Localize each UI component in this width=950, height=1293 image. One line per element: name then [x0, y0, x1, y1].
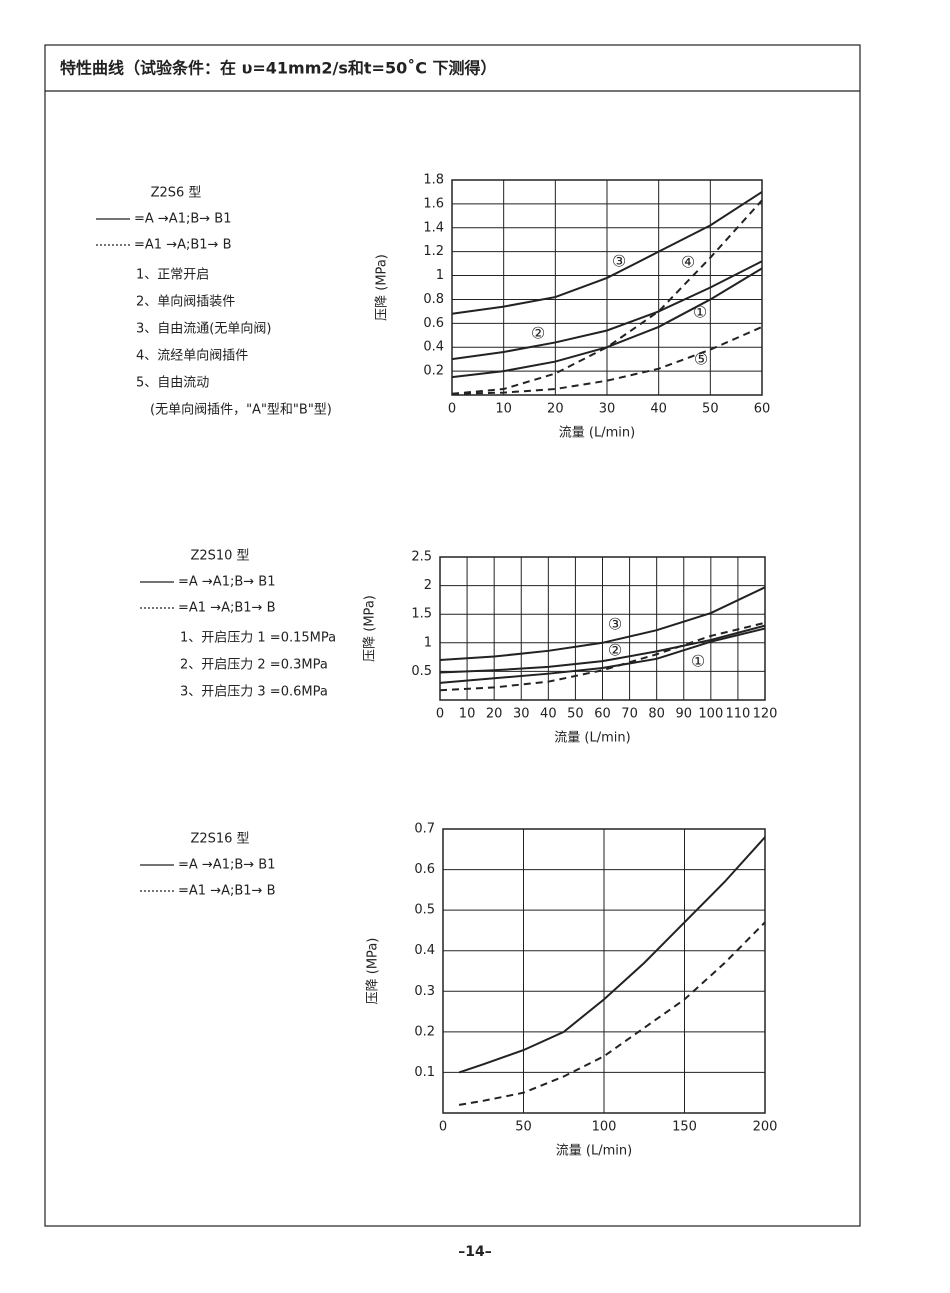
x-tick-label: 150	[672, 1120, 697, 1135]
y-tick-label: 0.6	[423, 316, 444, 331]
x-tick-label: 30	[599, 402, 616, 417]
x-tick-label: 20	[547, 402, 564, 417]
x-tick-label: 100	[592, 1120, 617, 1135]
y-tick-label: 2	[424, 578, 432, 593]
series-label: ①	[693, 303, 707, 322]
x-tick-label: 0	[439, 1120, 447, 1135]
y-tick-label: 0.3	[414, 984, 435, 999]
x-tick-label: 120	[753, 707, 778, 722]
y-tick-label: 0.4	[423, 340, 444, 355]
y-axis-label: 压降 (MPa)	[366, 938, 381, 1005]
model-label: Z2S6 型	[151, 186, 202, 201]
x-tick-label: 80	[648, 707, 665, 722]
x-tick-label: 10	[495, 402, 512, 417]
note: 1、开启压力 1 =0.15MPa	[180, 631, 336, 646]
x-tick-label: 40	[540, 707, 557, 722]
note: 2、开启压力 2 =0.3MPa	[180, 658, 328, 673]
x-tick-label: 50	[702, 402, 719, 417]
note: (无单向阀插件，"A"型和"B"型)	[150, 402, 332, 418]
y-tick-label: 1.2	[423, 244, 444, 259]
y-tick-label: 0.5	[411, 664, 432, 679]
data-line	[451, 191, 763, 315]
x-tick-label: 60	[594, 707, 611, 722]
y-tick-label: 2.5	[411, 550, 432, 565]
data-line	[451, 326, 763, 395]
legend-label: =A1 →A;B1→ B	[178, 884, 276, 899]
data-line	[458, 921, 766, 1106]
y-tick-label: 0.8	[423, 292, 444, 307]
x-tick-label: 110	[726, 707, 751, 722]
y-tick-label: 0.7	[414, 822, 435, 837]
model-label: Z2S10 型	[190, 549, 249, 564]
x-tick-label: 0	[448, 402, 456, 417]
y-tick-label: 0.4	[414, 943, 435, 958]
legend-label: =A →A1;B→ B1	[178, 575, 276, 590]
y-tick-label: 0.1	[414, 1065, 435, 1080]
x-tick-label: 200	[753, 1120, 778, 1135]
note: 5、自由流动	[136, 376, 209, 391]
y-tick-label: 1	[436, 268, 444, 283]
series-label: ③	[612, 252, 626, 271]
y-tick-label: 0.6	[414, 862, 435, 877]
legend-label: =A →A1;B→ B1	[178, 858, 276, 873]
x-tick-label: 40	[650, 402, 667, 417]
x-tick-label: 0	[436, 707, 444, 722]
series-label: ④	[681, 253, 695, 272]
x-tick-label: 100	[698, 707, 723, 722]
note: 2、单向阀插装件	[136, 294, 235, 310]
legend-label: =A1 →A;B1→ B	[134, 238, 232, 253]
series-label: ⑤	[694, 350, 708, 369]
data-line	[439, 586, 766, 661]
note: 3、自由流通(无单向阀)	[136, 321, 271, 337]
legend-label: =A1 →A;B1→ B	[178, 601, 276, 616]
series-label: ②	[608, 641, 622, 660]
y-axis-label: 压降 (MPa)	[375, 254, 390, 321]
data-line	[451, 267, 763, 379]
data-line	[451, 199, 763, 395]
y-tick-label: 1.5	[411, 607, 432, 622]
y-tick-label: 1.4	[423, 220, 444, 235]
y-tick-label: 1.6	[423, 196, 444, 211]
x-tick-label: 30	[513, 707, 530, 722]
legend-label: =A →A1;B→ B1	[134, 212, 232, 227]
data-line	[439, 624, 766, 674]
y-tick-label: 1	[424, 635, 432, 650]
x-axis-label: 流量 (L/min)	[559, 426, 635, 441]
data-line	[451, 260, 763, 361]
x-axis-label: 流量 (L/min)	[554, 731, 630, 746]
x-tick-label: 70	[621, 707, 638, 722]
series-label: ①	[691, 652, 705, 671]
data-line	[458, 836, 766, 1074]
y-tick-label: 0.2	[414, 1024, 435, 1039]
y-tick-label: 0.2	[423, 364, 444, 379]
note: 1、正常开启	[136, 268, 209, 283]
model-label: Z2S16 型	[190, 832, 249, 847]
y-axis-label: 压降 (MPa)	[363, 595, 378, 662]
page-number: –14–	[458, 1244, 491, 1260]
x-tick-label: 20	[486, 707, 503, 722]
data-line	[439, 621, 766, 692]
data-line	[439, 627, 766, 684]
x-tick-label: 10	[459, 707, 476, 722]
x-axis-label: 流量 (L/min)	[556, 1144, 632, 1159]
frame	[44, 44, 861, 1227]
x-tick-label: 50	[567, 707, 584, 722]
y-tick-label: 0.5	[414, 903, 435, 918]
x-tick-label: 90	[675, 707, 692, 722]
note: 3、开启压力 3 =0.6MPa	[180, 685, 328, 700]
note: 4、流经单向阀插件	[136, 348, 248, 364]
y-tick-label: 1.8	[423, 173, 444, 188]
x-tick-label: 60	[754, 402, 771, 417]
series-label: ③	[608, 615, 622, 634]
x-tick-label: 50	[515, 1120, 532, 1135]
header-title: 特性曲线（试验条件：在 υ=41mm2/s和t=50˚C 下测得）	[60, 59, 497, 78]
series-label: ②	[531, 324, 545, 343]
